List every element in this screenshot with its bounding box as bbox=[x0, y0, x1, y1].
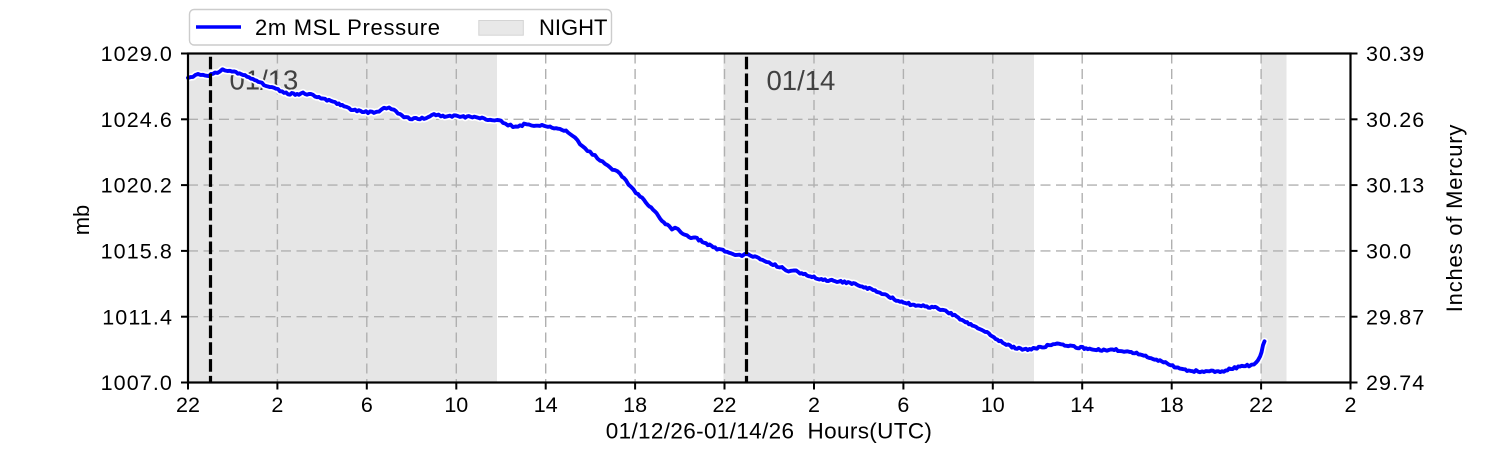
svg-text:30.13: 30.13 bbox=[1366, 174, 1425, 198]
svg-text:14: 14 bbox=[534, 393, 558, 417]
svg-text:30.0: 30.0 bbox=[1366, 240, 1412, 264]
svg-text:mb: mb bbox=[69, 205, 94, 236]
svg-text:22: 22 bbox=[713, 393, 737, 417]
svg-text:1029.0: 1029.0 bbox=[101, 42, 173, 66]
svg-text:6: 6 bbox=[361, 393, 373, 417]
svg-text:29.74: 29.74 bbox=[1366, 371, 1425, 395]
svg-text:2: 2 bbox=[1345, 393, 1357, 417]
svg-text:NIGHT: NIGHT bbox=[539, 15, 607, 40]
svg-text:10: 10 bbox=[444, 393, 468, 417]
svg-text:1024.6: 1024.6 bbox=[101, 108, 173, 132]
svg-text:1011.4: 1011.4 bbox=[102, 305, 173, 329]
svg-text:2: 2 bbox=[271, 393, 283, 417]
svg-text:14: 14 bbox=[1070, 393, 1094, 417]
svg-text:01/14: 01/14 bbox=[767, 65, 836, 96]
svg-text:1015.8: 1015.8 bbox=[101, 240, 173, 264]
svg-text:10: 10 bbox=[981, 393, 1005, 417]
svg-text:2m MSL Pressure: 2m MSL Pressure bbox=[255, 15, 441, 40]
svg-text:01/12/26-01/14/26 Hours(UTC): 01/12/26-01/14/26 Hours(UTC) bbox=[606, 419, 933, 444]
svg-text:6: 6 bbox=[897, 393, 909, 417]
svg-text:30.39: 30.39 bbox=[1366, 42, 1425, 66]
svg-text:18: 18 bbox=[1160, 393, 1184, 417]
svg-text:Inches of Mercury: Inches of Mercury bbox=[1442, 124, 1467, 312]
svg-text:1007.0: 1007.0 bbox=[101, 371, 173, 395]
svg-text:1020.2: 1020.2 bbox=[101, 174, 173, 198]
svg-text:2: 2 bbox=[808, 393, 820, 417]
svg-text:29.87: 29.87 bbox=[1366, 305, 1425, 329]
svg-text:30.26: 30.26 bbox=[1366, 108, 1425, 132]
svg-text:22: 22 bbox=[1249, 393, 1273, 417]
svg-text:22: 22 bbox=[176, 393, 200, 417]
svg-text:18: 18 bbox=[623, 393, 647, 417]
